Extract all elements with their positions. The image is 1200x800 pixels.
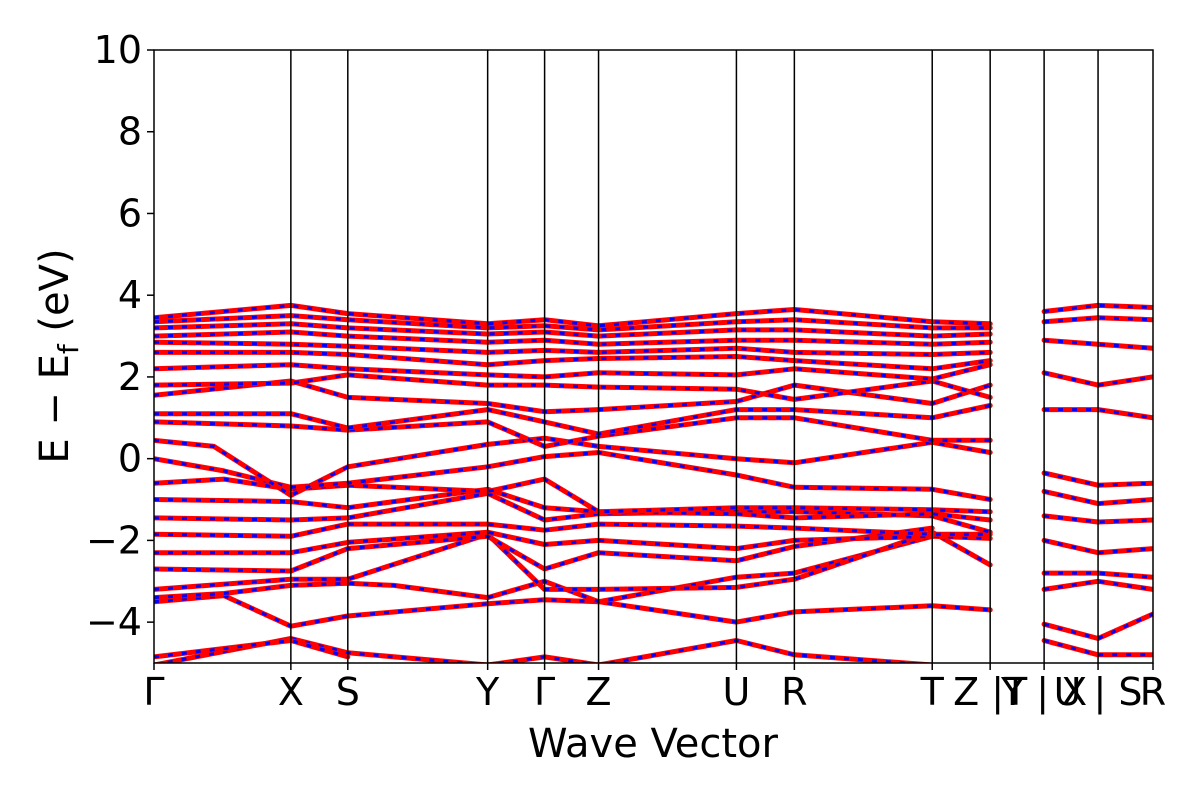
x-tick-label: Γ [143, 670, 164, 714]
y-tick-label: 10 [94, 28, 142, 72]
band-3-line [154, 593, 993, 629]
band-21-line [154, 329, 993, 347]
band-30-dash [1043, 471, 1153, 487]
high-symmetry-lines [290, 50, 1099, 663]
x-tick-label: Z |T [953, 670, 1028, 715]
x-tick-label: U [723, 670, 751, 714]
x-tick-label: Γ [534, 670, 555, 714]
band-22-line [154, 321, 993, 339]
y-axis-title: E − Ef (eV) [32, 248, 85, 463]
band-37-dash [1043, 639, 1153, 657]
band-18-line [154, 362, 993, 382]
band-32-dash [1043, 514, 1153, 524]
y-tick-label: 8 [118, 110, 142, 154]
x-tick-label: R [781, 670, 807, 714]
x-tick-label: U | S [1054, 670, 1143, 715]
band-24-line [154, 302, 993, 329]
y-axis-ticks: 10 8 6 4 2 0 −2 −4 [86, 28, 154, 644]
band-6-dash [154, 526, 933, 573]
band-14-dash [154, 416, 991, 448]
band-lines [154, 302, 1153, 663]
band-7-dash [154, 530, 991, 555]
y-tick-label: −2 [86, 518, 142, 562]
y-tick-label: 6 [118, 191, 142, 235]
band-15-dash [154, 404, 991, 436]
y-tick-label: 2 [118, 355, 142, 399]
band-2-dash [154, 639, 349, 659]
band-17-line [154, 372, 993, 402]
band-4-dash [154, 534, 933, 604]
band-10-dash [154, 487, 991, 522]
x-tick-label: X [278, 670, 304, 714]
band-5-dash [154, 530, 991, 591]
band-25-dash [1043, 303, 1153, 313]
band-23-line [154, 313, 993, 333]
x-tick-label: T [920, 670, 945, 714]
band-26-dash [1043, 316, 1153, 324]
band-36-dash [1043, 612, 1153, 640]
band-29-dash [1044, 408, 1153, 420]
band-16-dash [154, 379, 991, 414]
band-20-line [154, 339, 993, 357]
y-tick-label: −4 [86, 600, 142, 644]
x-tick-label: Y [475, 670, 500, 714]
plot-frame [153, 49, 1154, 664]
x-tick-label: Y | X [1000, 670, 1087, 715]
x-tick-label: S [336, 670, 360, 714]
band-27-dash [1043, 338, 1153, 350]
band-19-line [154, 349, 993, 372]
band-33-dash [1043, 538, 1153, 555]
y-tick-label: 4 [118, 273, 142, 317]
x-tick-label: R [1140, 670, 1166, 714]
band-12-dash [154, 451, 991, 501]
band-12-line [154, 450, 993, 502]
band-35-dash [1043, 579, 1153, 591]
band-8-line [154, 521, 993, 539]
band-28-dash [1043, 371, 1153, 387]
band-34-dash [1044, 571, 1153, 579]
x-axis-title: Wave Vector [528, 721, 779, 767]
x-tick-label: Z [586, 670, 612, 714]
y-tick-label: 0 [118, 437, 142, 481]
band-31-dash [1043, 489, 1153, 506]
